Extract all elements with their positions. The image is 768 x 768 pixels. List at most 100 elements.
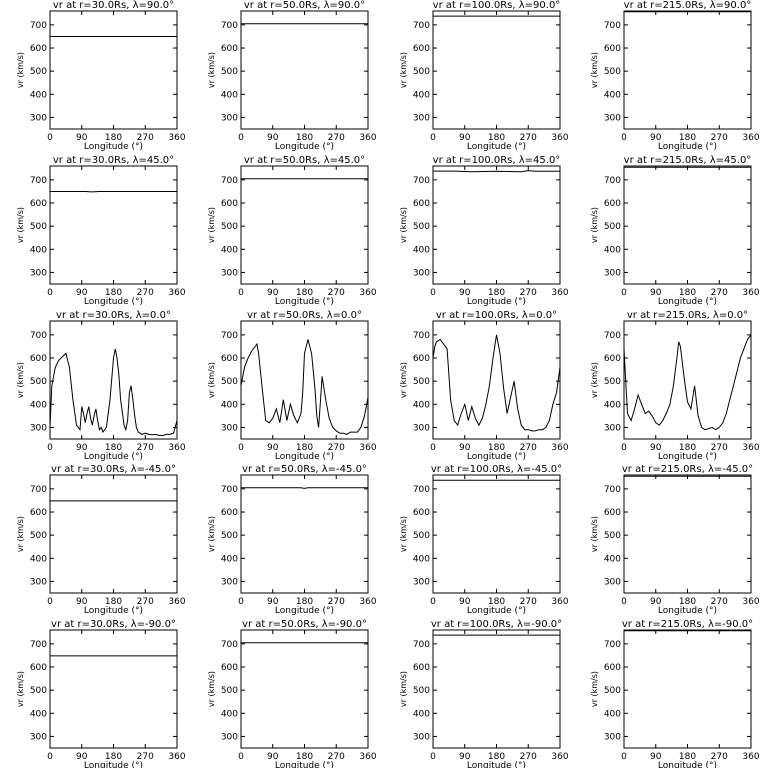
plot-frame <box>623 320 752 440</box>
x-axis-label: Longitude (°) <box>658 761 717 768</box>
chart-panel: vr at r=215.0Rs, λ=0.0° 0 90 180 270 360 300 40… <box>590 310 760 462</box>
x-tick-label: 180 <box>679 443 696 453</box>
chart-title: vr at r=30.0Rs, λ=90.0° <box>53 0 174 11</box>
y-tick-label: 300 <box>221 732 238 742</box>
x-tick-label: 360 <box>359 288 376 298</box>
x-tick-label: 0 <box>238 752 244 762</box>
x-tick-label: 180 <box>105 597 122 607</box>
y-tick-label: 700 <box>413 640 430 650</box>
y-tick-label: 700 <box>221 485 238 495</box>
chart-title: vr at r=50.0Rs, λ=0.0° <box>247 310 362 321</box>
x-axis-label: Longitude (°) <box>275 761 334 768</box>
y-tick-label: 400 <box>221 245 238 255</box>
x-tick-label: 360 <box>742 752 759 762</box>
x-tick-label: 180 <box>488 288 505 298</box>
x-tick-label: 360 <box>168 133 185 143</box>
y-tick-label: 700 <box>413 331 430 341</box>
x-tick-label: 90 <box>76 597 88 607</box>
x-tick-label: 360 <box>359 597 376 607</box>
y-tick-label: 300 <box>413 423 430 433</box>
x-tick-label: 90 <box>267 752 279 762</box>
x-tick-label: 180 <box>105 133 122 143</box>
y-tick-label: 500 <box>221 222 238 232</box>
plot-frame <box>49 165 178 285</box>
y-tick-label: 600 <box>604 508 621 518</box>
y-axis-label: vr (km/s) <box>16 516 25 552</box>
x-tick-label: 360 <box>551 133 568 143</box>
y-tick-label: 600 <box>604 354 621 364</box>
x-tick-label: 90 <box>76 288 88 298</box>
x-axis-label: Longitude (°) <box>275 142 334 152</box>
x-tick-label: 360 <box>742 133 759 143</box>
y-tick-label: 600 <box>413 354 430 364</box>
x-tick-label: 0 <box>621 443 627 453</box>
plot-frame <box>623 474 752 594</box>
x-tick-label: 180 <box>679 288 696 298</box>
x-tick-label: 270 <box>137 597 154 607</box>
x-tick-label: 90 <box>267 597 279 607</box>
chart-panel: vr at r=50.0Rs, λ=90.0° 0 90 180 270 360 300 40… <box>207 0 377 152</box>
chart-title: vr at r=30.0Rs, λ=-45.0° <box>51 464 176 475</box>
x-tick-label: 270 <box>711 133 728 143</box>
y-tick-label: 600 <box>30 199 47 209</box>
y-tick-label: 300 <box>604 577 621 587</box>
chart-panel: vr at r=100.0Rs, λ=-45.0° 0 90 180 270 360 300… <box>399 464 569 616</box>
y-tick-label: 600 <box>30 508 47 518</box>
x-axis-label: Longitude (°) <box>467 297 526 307</box>
y-tick-label: 400 <box>413 554 430 564</box>
plot-frame <box>623 10 752 130</box>
plot-frame <box>49 474 178 594</box>
x-axis-label: Longitude (°) <box>658 297 717 307</box>
x-tick-label: 270 <box>137 443 154 453</box>
x-tick-label: 180 <box>105 752 122 762</box>
x-tick-label: 90 <box>650 752 662 762</box>
chart-title: vr at r=215.0Rs, λ=-45.0° <box>622 464 753 475</box>
x-tick-label: 270 <box>520 288 537 298</box>
x-tick-label: 180 <box>296 443 313 453</box>
y-tick-label: 700 <box>604 331 621 341</box>
y-axis-label: vr (km/s) <box>590 671 599 707</box>
x-tick-label: 270 <box>328 597 345 607</box>
x-tick-label: 360 <box>359 752 376 762</box>
x-tick-label: 360 <box>742 597 759 607</box>
chart-title: vr at r=215.0Rs, λ=-90.0° <box>622 619 753 630</box>
chart-title: vr at r=100.0Rs, λ=45.0° <box>433 155 561 166</box>
plot-frame <box>240 10 369 130</box>
x-tick-label: 0 <box>47 752 53 762</box>
y-tick-label: 300 <box>413 268 430 278</box>
y-tick-label: 600 <box>30 663 47 673</box>
x-tick-label: 180 <box>679 597 696 607</box>
y-axis-label: vr (km/s) <box>590 362 599 398</box>
x-tick-label: 0 <box>621 133 627 143</box>
chart-title: vr at r=50.0Rs, λ=90.0° <box>244 0 365 11</box>
x-tick-label: 0 <box>430 597 436 607</box>
x-tick-label: 90 <box>76 133 88 143</box>
y-tick-label: 700 <box>604 485 621 495</box>
series-line <box>241 487 368 489</box>
chart-panel: vr at r=50.0Rs, λ=45.0° 0 90 180 270 360 300 40… <box>207 155 377 307</box>
x-tick-label: 90 <box>459 443 471 453</box>
chart-title: vr at r=215.0Rs, λ=0.0° <box>627 310 748 321</box>
y-tick-label: 300 <box>221 113 238 123</box>
y-tick-label: 600 <box>30 44 47 54</box>
y-tick-label: 500 <box>221 377 238 387</box>
y-tick-label: 600 <box>221 199 238 209</box>
plot-frame <box>240 474 369 594</box>
chart-panel: vr at r=215.0Rs, λ=-90.0° 0 90 180 270 360 300… <box>590 619 760 768</box>
series-line <box>50 348 177 436</box>
x-axis-label: Longitude (°) <box>275 452 334 462</box>
y-tick-label: 400 <box>413 90 430 100</box>
y-tick-label: 400 <box>30 554 47 564</box>
x-axis-label: Longitude (°) <box>275 297 334 307</box>
chart-panel: vr at r=215.0Rs, λ=-45.0° 0 90 180 270 360 300… <box>590 464 760 616</box>
y-tick-label: 600 <box>604 44 621 54</box>
chart-panel: vr at r=50.0Rs, λ=-45.0° 0 90 180 270 360 300 4… <box>207 464 377 616</box>
y-tick-label: 300 <box>30 577 47 587</box>
x-tick-label: 360 <box>551 597 568 607</box>
y-tick-label: 500 <box>221 531 238 541</box>
y-tick-label: 500 <box>604 67 621 77</box>
chart-title: vr at r=215.0Rs, λ=90.0° <box>624 0 752 11</box>
y-tick-label: 600 <box>604 199 621 209</box>
chart-title: vr at r=50.0Rs, λ=-90.0° <box>242 619 367 630</box>
